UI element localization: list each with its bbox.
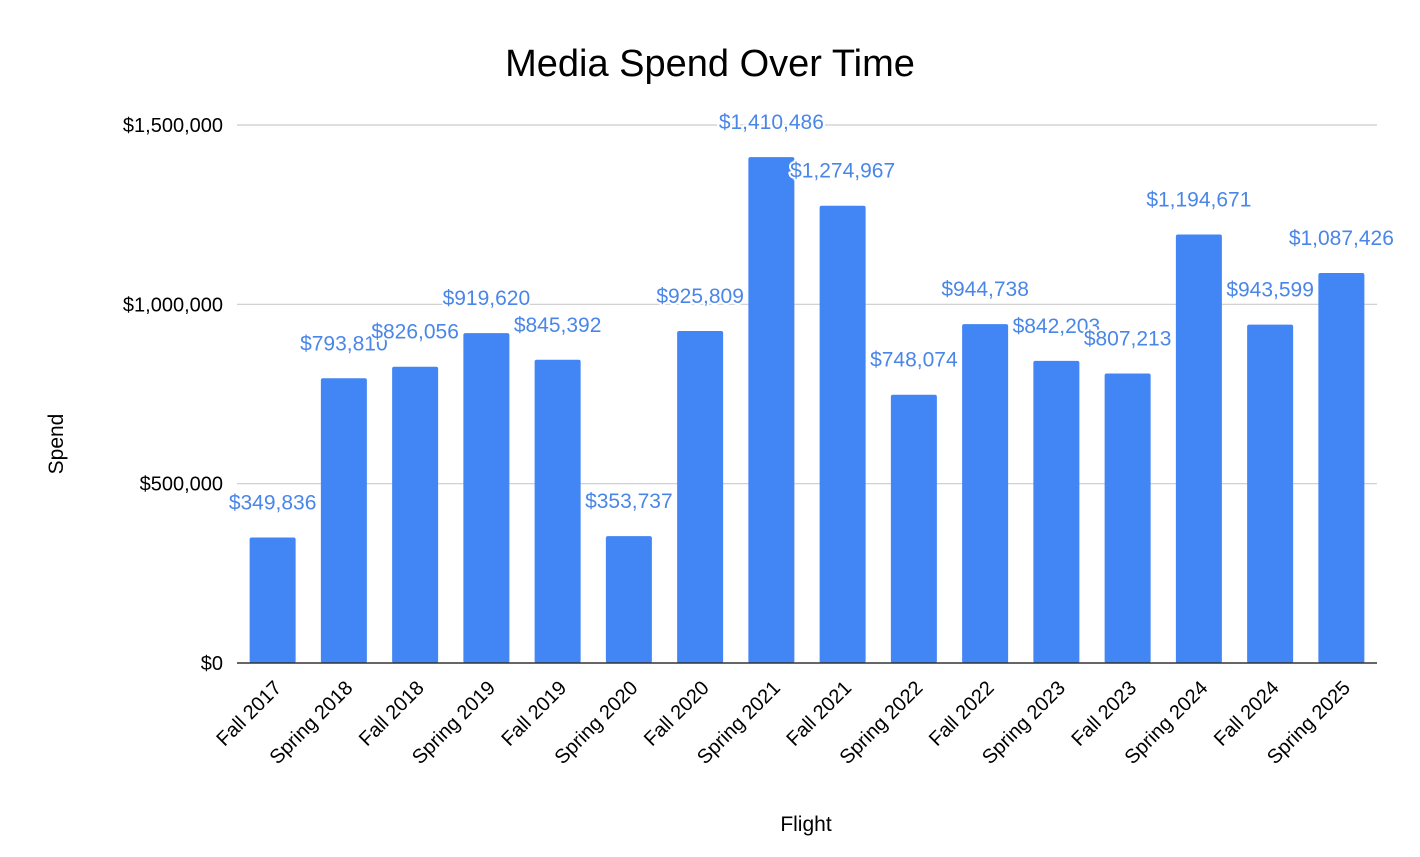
y-axis-ticks: $0 $500,000 $1,000,000 $1,500,000 [123,115,223,675]
bar [748,157,795,663]
x-tick-label: Fall 2019 [497,677,571,751]
data-label: $842,203 [1013,315,1101,338]
data-label: $944,738 [941,278,1029,301]
bar [392,366,439,663]
data-label: $793,810 [300,332,388,355]
bar [1033,360,1080,663]
y-tick-label: $1,500,000 [123,115,223,137]
bar [890,394,937,663]
data-label: $1,410,486 [719,111,824,134]
bar [1175,234,1222,663]
x-tick-label: Fall 2022 [925,677,999,751]
data-label: $748,074 [870,349,958,372]
bar [534,359,581,663]
data-label: $1,274,967 [790,160,895,183]
x-tick-label: Fall 2024 [1210,677,1284,751]
x-tick-label: Fall 2021 [782,677,856,751]
x-axis-title: Flight [780,813,832,836]
chart-title: Media Spend Over Time [505,43,915,85]
bar [463,333,510,663]
y-tick-label: $0 [201,653,223,675]
data-label: $807,213 [1084,327,1172,350]
data-label: $826,056 [371,321,459,344]
data-label: $925,809 [656,285,744,308]
data-label: $353,737 [585,490,673,513]
bar [249,537,296,663]
x-tick-label: Fall 2023 [1067,677,1141,751]
bar [1247,324,1294,663]
data-label: $1,194,671 [1146,189,1251,212]
data-label: $943,599 [1226,279,1314,302]
bar [677,330,724,663]
x-tick-label: Fall 2018 [355,677,429,751]
x-tick-label: Fall 2020 [640,677,714,751]
bars [249,157,1365,663]
y-tick-label: $1,000,000 [123,294,223,316]
x-tick-label: Fall 2017 [212,677,286,751]
data-label: $349,836 [229,492,317,515]
bar [1104,373,1151,663]
bar [819,205,866,663]
data-label: $1,087,426 [1289,227,1394,250]
data-label: $919,620 [443,287,531,310]
bar [962,324,1009,663]
bar [320,378,367,663]
y-axis-title: Spend [45,414,68,475]
data-labels: $349,836 $793,810$826,056 $919,620 $845,392… [227,109,1396,516]
bar [1318,272,1365,663]
bar [605,536,652,663]
data-label: $845,392 [514,314,602,337]
y-tick-label: $500,000 [140,474,223,496]
